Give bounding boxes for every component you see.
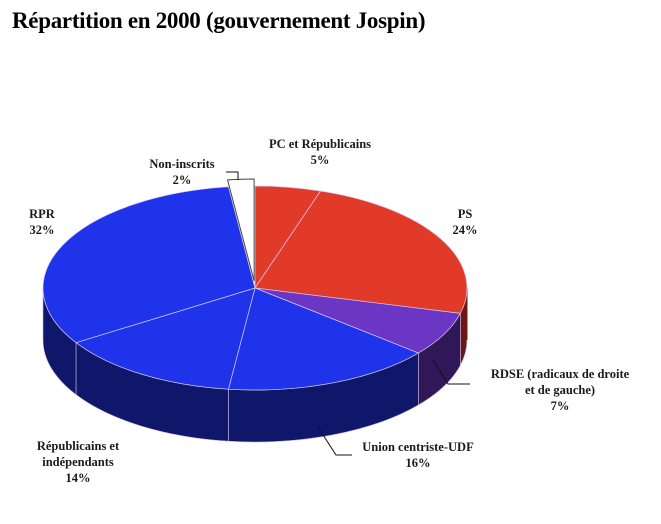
slice-union-centriste-udf xyxy=(227,287,420,391)
leader-line xyxy=(317,426,352,456)
slice-name: RPR xyxy=(29,207,56,221)
label-rdse-radicaux-de-droite-et-de-gauche: RDSE (radicaux de droite et de gauche) 7% xyxy=(491,367,630,413)
slice-value: 32% xyxy=(30,223,55,237)
label-leaders xyxy=(226,171,470,456)
chart-title: Répartition en 2000 (gouvernement Jospin… xyxy=(12,8,426,33)
label-pc-et-republicains: PC et Républicains 5% xyxy=(269,137,371,167)
slice-name: PS xyxy=(458,207,473,221)
slice-value: 16% xyxy=(406,456,431,470)
slice-name: PC et Républicains xyxy=(269,137,371,151)
pie-sides xyxy=(42,287,468,443)
label-ps: PS 24% xyxy=(453,207,478,237)
slice-value: 7% xyxy=(551,399,570,413)
label-non-inscrits: Non-inscrits 2% xyxy=(149,157,214,187)
pie-slices xyxy=(42,178,468,391)
slice-non-inscrits xyxy=(226,178,255,282)
slice-name: RDSE (radicaux de droite xyxy=(491,367,630,381)
slice-rpr xyxy=(42,186,256,344)
leader-line xyxy=(226,171,239,180)
label-republicains-et-independants: Républicains et indépendants 14% xyxy=(37,439,120,485)
label-rpr: RPR 32% xyxy=(29,207,56,237)
slice-value: 5% xyxy=(311,153,330,167)
slice-name: Union centriste-UDF xyxy=(362,440,474,454)
slice-value: 2% xyxy=(173,173,192,187)
slice-value: 14% xyxy=(66,471,91,485)
leader-line xyxy=(432,359,470,385)
slice-value: 24% xyxy=(453,223,478,237)
label-union-centriste-udf: Union centriste-UDF 16% xyxy=(362,440,474,470)
slice-name: Républicains et xyxy=(37,439,120,453)
slice-name: et de gauche) xyxy=(525,383,595,397)
slice-republicains-et-independants xyxy=(75,287,256,390)
slice-labels: PC et Républicains 5% PS 24% RDSE (radicaux … xyxy=(29,137,629,485)
slice-name: indépendants xyxy=(42,455,114,469)
slice-name: Non-inscrits xyxy=(149,157,214,171)
slice-ps xyxy=(254,190,468,314)
